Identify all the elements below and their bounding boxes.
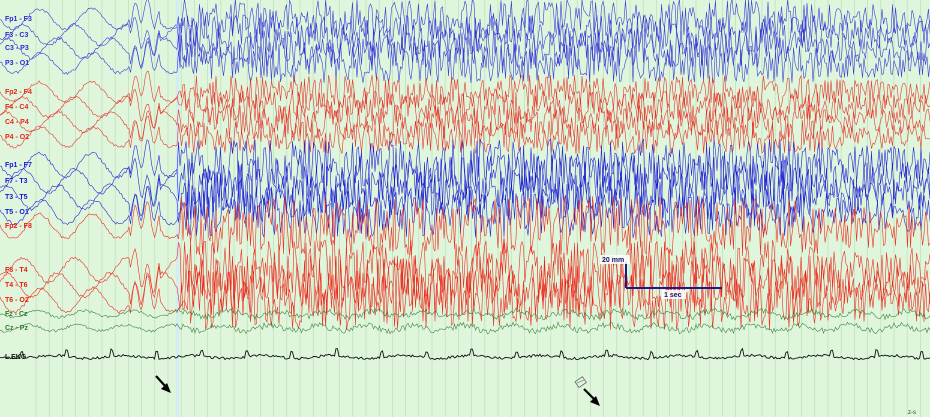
eeg-trace (0, 347, 930, 361)
arrow-down-right-icon (155, 375, 171, 393)
channel-label: F7 - T3 (5, 178, 28, 185)
eeg-trace (0, 138, 930, 192)
eeg-trace (0, 115, 930, 154)
eeg-trace (0, 102, 930, 142)
channel-label: F4 - C4 (5, 104, 28, 111)
channel-label: T4 - T6 (5, 282, 28, 289)
arrow-down-right-icon (583, 388, 600, 406)
eeg-trace (0, 239, 930, 301)
eeg-trace (0, 321, 930, 335)
eeg-trace (0, 40, 930, 84)
channel-label: Fp2 - F8 (5, 223, 32, 230)
corner-text: z-s (908, 410, 916, 416)
eeg-trace (0, 70, 930, 110)
channel-label: C4 - P4 (5, 119, 29, 126)
channel-label: Fp2 - F4 (5, 89, 32, 96)
channel-label: Fp1 - F3 (5, 16, 32, 23)
channel-label: P4 - O2 (5, 134, 29, 141)
eeg-trace (0, 170, 930, 223)
calibration-scale-bar: 20 mm 1 sec (600, 255, 722, 299)
eeg-trace (0, 254, 930, 315)
channel-label: P3 - O1 (5, 60, 29, 67)
eeg-trace (0, 270, 930, 331)
eeg-trace (0, 186, 930, 239)
scale-bar-amplitude-label: 20 mm (602, 257, 624, 264)
eeg-trace (0, 196, 930, 257)
eeg-trace (0, 307, 930, 321)
channel-label: Fp1 - F7 (5, 162, 32, 169)
eeg-traces (0, 0, 930, 361)
channel-label: Cz - Pz (5, 325, 28, 332)
channel-label: F8 - T4 (5, 267, 28, 274)
channel-label: L EKG (5, 354, 27, 361)
eeg-trace (0, 27, 930, 70)
channel-label: T5 - O1 (5, 209, 29, 216)
scale-bar-time-label: 1 sec (664, 292, 682, 299)
time-gridlines (35, 0, 921, 417)
channel-label: F3 - C3 (5, 32, 28, 39)
channel-label: T3 - T5 (5, 194, 28, 201)
eeg-trace (0, 0, 930, 39)
muscle-artifact-icon (574, 376, 587, 389)
channel-labels: Fp1 - F3 F3 - C3 C3 - P3 P3 - O1 Fp2 - F4 F4 … (5, 16, 32, 361)
channel-label: Fz - Cz (5, 311, 28, 318)
channel-label: T6 - O2 (5, 297, 29, 304)
channel-label: C3 - P3 (5, 45, 29, 52)
